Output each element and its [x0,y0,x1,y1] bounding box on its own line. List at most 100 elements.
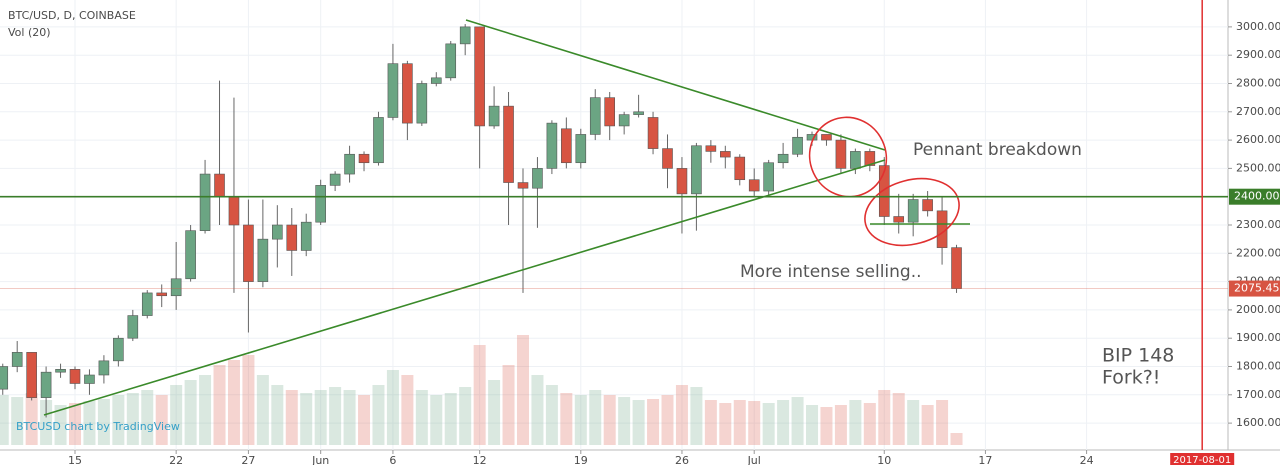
volume-bar [820,407,833,445]
volume-bar [343,390,356,445]
candle-body [821,134,832,141]
candle-body [344,153,355,175]
y-tick-label: 2500.00 [1236,161,1280,174]
volume-bar [40,400,53,445]
volume-bar [632,400,645,445]
volume-bar [386,370,399,445]
candle-body [127,315,139,339]
watermark: BTCUSD chart by TradingView [16,420,180,433]
candle-body [430,77,442,84]
volume-bar [0,395,9,445]
x-tick-label: 17 [978,454,992,465]
annotation: BIP 148 [1102,345,1174,367]
candle-body [40,371,52,398]
x-tick-label: 26 [675,454,689,465]
annotation: Pennant breakdown [913,140,1082,160]
candle-body [691,145,702,195]
volume-bar [141,390,154,445]
y-tick-label: 2300.00 [1236,218,1280,231]
volume-bar [372,385,385,445]
trendline [465,19,886,151]
x-tick-label: 24 [1080,454,1094,465]
candle-body [575,134,587,164]
volume-bar [488,380,501,445]
x-tick-label: 10 [877,454,891,465]
candle-body [214,173,225,197]
y-tick-label: 3000.00 [1236,20,1280,33]
volume-bar [719,403,732,445]
candle-body [300,221,312,251]
y-tick-label: 1900.00 [1236,331,1280,344]
date-marker-box [1170,453,1235,465]
candle-body [618,114,630,127]
annotation: More intense selling.. [740,262,922,282]
y-tick-label: 1800.00 [1236,360,1280,373]
y-tick-label: 2600.00 [1236,133,1280,146]
candle-body [315,185,326,223]
volume-bar [358,395,371,445]
volume-bar [285,390,298,445]
volume-bar [430,395,443,445]
x-tick-label: 27 [241,454,255,465]
volume-bar [170,385,183,445]
volume-bar [415,390,428,445]
y-tick-label: 2900.00 [1236,48,1280,61]
volume-bar [300,393,313,445]
candle-body [604,97,615,127]
candle-body [835,139,847,169]
volume-bar [112,395,125,445]
volume-bar [184,380,197,445]
y-tick-label: 1600.00 [1236,416,1280,429]
drawings [43,19,970,416]
candle-body [445,43,457,79]
candle-body [373,117,384,164]
candle-body [387,63,399,118]
candle-body [546,122,558,169]
volume-bar [314,390,327,445]
volume-bar [762,403,775,445]
volume-bar [777,400,790,445]
candle-body [69,369,81,384]
candle-body [228,196,240,226]
volume-bar [69,403,82,445]
volume-bar [574,395,587,445]
x-tick-label: 15 [68,454,82,465]
candle-body [878,165,890,217]
volume-bar [603,395,616,445]
volume-bar [213,365,226,445]
y-tick-label: 2000.00 [1236,303,1280,316]
volume-bar [11,397,24,445]
volume-bar [690,387,703,445]
volume-bar [618,397,631,445]
candle-body [647,117,659,149]
candle-body [474,26,485,127]
candle-body [517,182,529,189]
candle-body [748,179,760,192]
circle [864,177,960,247]
candle-body [11,352,23,367]
y-tick-label: 2200.00 [1236,246,1280,259]
volume-bar [545,385,558,445]
candle-body [156,292,168,297]
volume-bar [863,403,876,445]
candle-body [589,97,601,135]
volume-bar [25,393,38,445]
volume-bar [444,393,457,445]
volume-bar [733,400,746,445]
volume-bar [531,375,544,445]
candle-body [951,247,962,289]
volume-bar [950,433,963,445]
candle-body [272,224,283,240]
chart-title: BTC/USD, D, COINBASE [8,9,136,22]
volume-bar [83,401,96,445]
candle-body [84,374,95,384]
x-tick-label: 6 [389,454,396,465]
candle-body [907,199,919,223]
candle-body [734,156,746,181]
candles [0,24,962,418]
trendline [43,159,886,416]
volume-bar [878,390,891,445]
date-marker-label: 2017-08-01 [1173,455,1231,465]
candle-body [243,224,254,282]
